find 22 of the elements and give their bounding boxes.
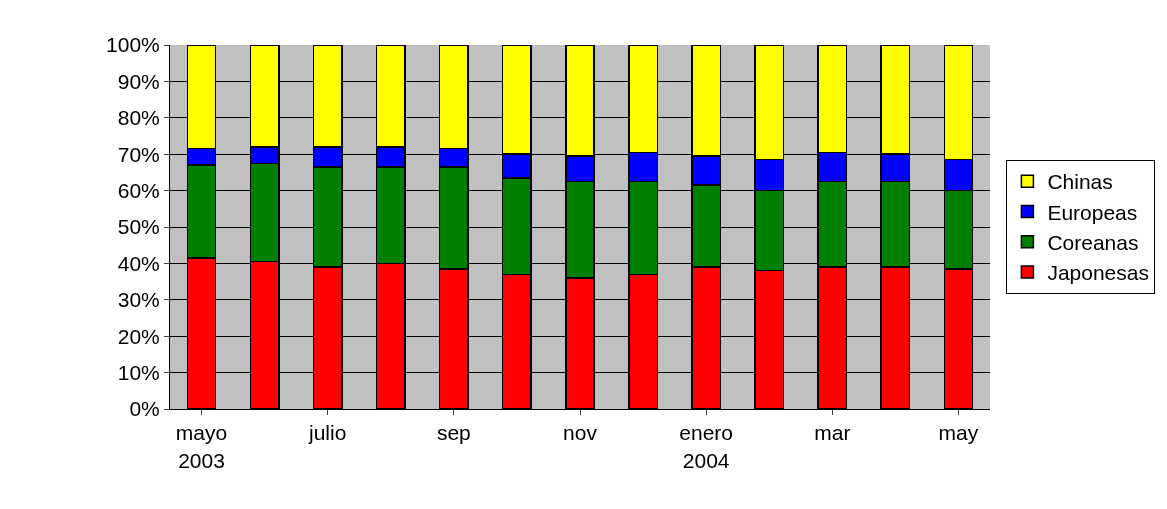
x-tick-label: mayo 2003 [175,421,228,472]
legend-label: Chinas [1047,170,1113,194]
y-tick-label: 80% [117,106,160,130]
legend-label: Europeas [1047,200,1138,224]
y-tick-label: 30% [117,288,160,312]
y-tick-label: 60% [117,178,160,202]
x-tick-label: nov [563,421,598,445]
y-tick-label: 50% [117,215,160,239]
x-tick-label: mar [814,421,851,445]
y-tick-label: 70% [117,142,160,166]
y-tick-label: 90% [117,69,160,93]
x-tick-label: sep [436,421,471,445]
y-tick-label: 0% [129,397,160,421]
y-tick-label: 100% [106,33,160,57]
y-tick-label: 20% [117,324,160,348]
y-tick-label: 10% [117,360,160,384]
x-tick-label: enero 2004 [679,421,734,472]
y-tick-label: 40% [117,251,160,275]
legend-label: Coreanas [1047,230,1139,254]
legend-label: Japonesas [1047,261,1149,285]
x-tick-label: may [938,421,979,445]
x-tick-label: julio [308,421,347,445]
